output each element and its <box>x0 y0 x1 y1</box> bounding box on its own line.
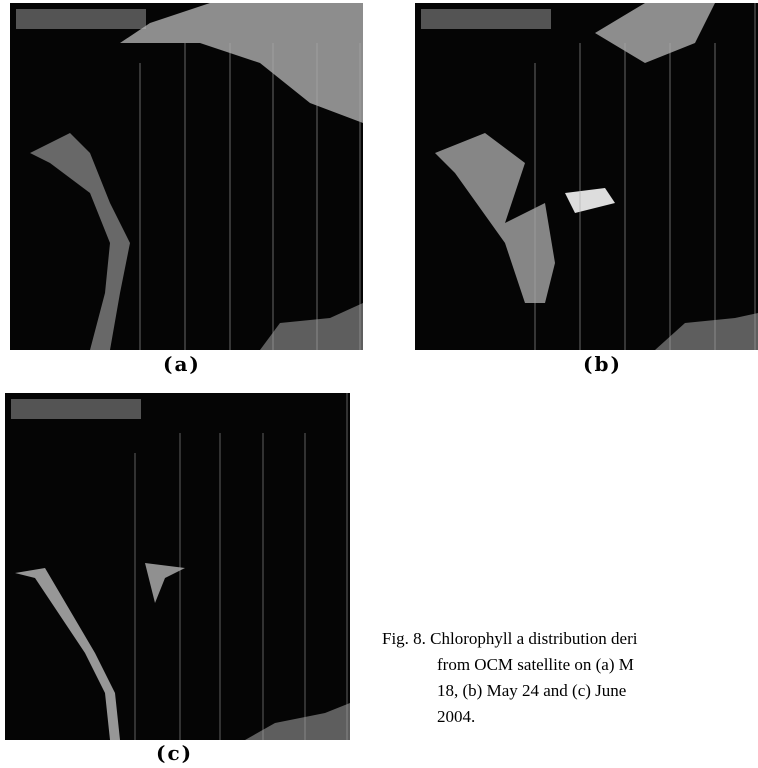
panel-a-image <box>10 3 363 350</box>
panel-b-image <box>415 3 758 350</box>
satellite-image <box>11 393 350 740</box>
panel-c-image <box>5 393 350 740</box>
caption-line: 2004. <box>437 707 476 726</box>
satellite-image <box>16 3 363 350</box>
caption-line: from OCM satellite on (a) M <box>437 655 634 674</box>
satellite-image <box>421 3 758 350</box>
panel-label: (c) <box>156 741 194 765</box>
panel-label: (a) <box>163 352 201 376</box>
figure-caption: Fig. 8. Chlorophyll a distribution deri … <box>382 626 758 730</box>
caption-line: 18, (b) May 24 and (c) June <box>437 681 627 700</box>
caption-line: Fig. 8. Chlorophyll a distribution deri <box>382 629 638 648</box>
panel-label: (b) <box>583 352 622 376</box>
